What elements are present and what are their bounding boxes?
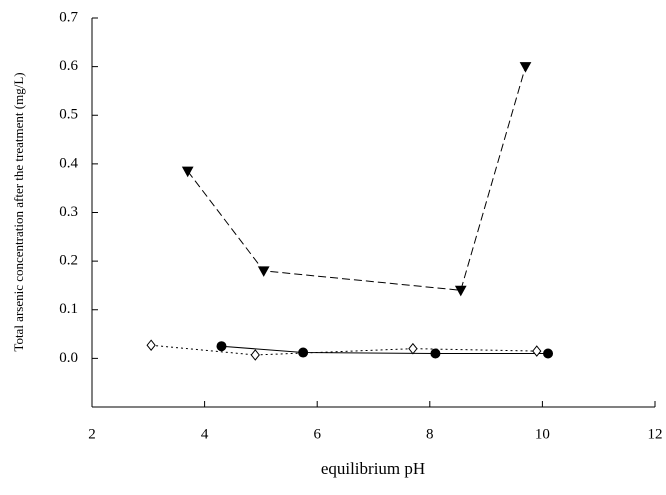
marker (146, 339, 156, 352)
marker (216, 341, 227, 352)
x-tick-label: 2 (88, 426, 96, 442)
y-tick-label: 0.7 (59, 9, 78, 25)
marker (257, 266, 270, 277)
y-tick-label: 0.4 (59, 155, 78, 171)
marker (408, 342, 418, 355)
x-tick-label: 10 (535, 426, 550, 442)
y-tick-label: 0.0 (59, 350, 78, 366)
marker (250, 349, 260, 361)
x-axis-label: equilibrium pH (321, 459, 425, 478)
marker (298, 347, 309, 358)
y-tick-label: 0.1 (59, 301, 78, 317)
x-tick-label: 12 (648, 426, 663, 442)
x-tick-label: 8 (426, 426, 434, 442)
marker (543, 348, 554, 359)
y-tick-label: 0.6 (59, 58, 78, 74)
marker (454, 285, 467, 297)
marker (430, 348, 441, 359)
series-line (221, 345, 549, 355)
series-line (187, 66, 526, 291)
y-tick-label: 0.2 (59, 253, 78, 269)
marker (181, 166, 194, 178)
marker (519, 62, 532, 73)
x-tick-label: 4 (201, 426, 209, 442)
y-axis-label: Total arsenic concentration after the tr… (11, 72, 26, 351)
marker (532, 345, 542, 357)
x-tick-label: 6 (313, 426, 321, 442)
y-tick-label: 0.3 (59, 204, 78, 220)
y-tick-label: 0.5 (59, 107, 78, 123)
